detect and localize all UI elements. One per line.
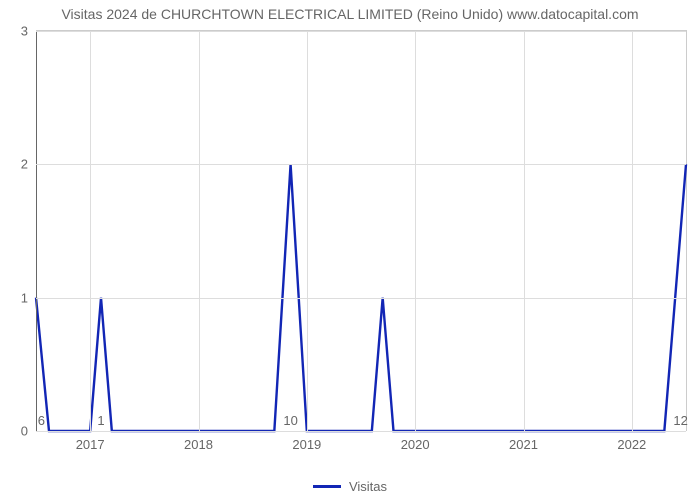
ytick-label: 3 [21,24,36,39]
xtick-label: 2019 [292,431,321,452]
y-axis [36,31,37,431]
gridline-v [90,31,91,431]
gridline-v [632,31,633,431]
ytick-label: 2 [21,157,36,172]
plot-area: 0123201720182019202020212022611012 [36,30,687,431]
xtick-label: 2020 [401,431,430,452]
gridline-v [415,31,416,431]
line-series [36,31,686,431]
gridline-v [199,31,200,431]
visits-chart: Visitas 2024 de CHURCHTOWN ELECTRICAL LI… [0,0,700,500]
legend: Visitas [0,479,700,494]
ytick-label: 0 [21,424,36,439]
chart-title: Visitas 2024 de CHURCHTOWN ELECTRICAL LI… [0,6,700,22]
data-label: 1 [97,413,104,428]
xtick-label: 2022 [617,431,646,452]
gridline-h [36,31,686,32]
data-label: 12 [673,413,687,428]
gridline-h [36,298,686,299]
legend-swatch [313,485,341,488]
ytick-label: 1 [21,290,36,305]
xtick-label: 2018 [184,431,213,452]
gridline-h [36,431,686,432]
legend-label: Visitas [349,479,387,494]
data-label: 6 [38,413,45,428]
gridline-v [524,31,525,431]
xtick-label: 2017 [76,431,105,452]
data-label: 10 [283,413,297,428]
gridline-h [36,164,686,165]
xtick-label: 2021 [509,431,538,452]
gridline-v [307,31,308,431]
